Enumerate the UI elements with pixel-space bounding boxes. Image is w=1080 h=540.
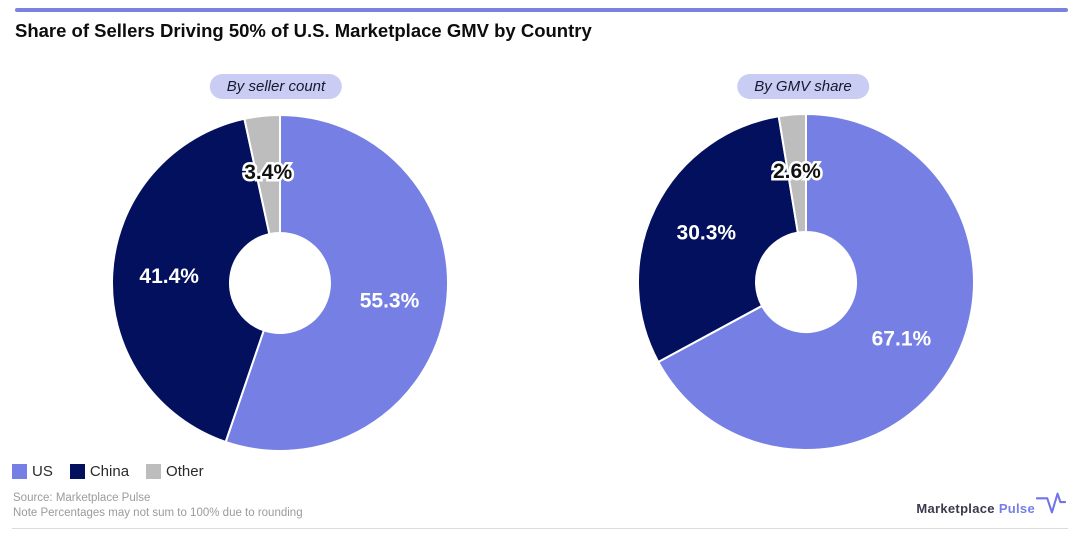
legend-item-us: US <box>12 463 53 480</box>
donut-chart-seller-count: 55.3% 41.4% 3.4% <box>111 114 449 452</box>
legend-label-us: US <box>32 463 53 480</box>
pie-label-other: 2.6% <box>773 160 821 183</box>
pie-slice-china <box>637 115 799 364</box>
pie-slice-other <box>243 114 281 236</box>
pie-slice-us <box>657 113 975 451</box>
pie-label-china: 30.3% <box>677 222 737 245</box>
legend-swatch-us <box>12 464 27 479</box>
pie-label-other: 3.4% <box>244 161 292 184</box>
pie-slice-us <box>224 114 449 452</box>
pie-slice-other <box>777 113 807 234</box>
badge-by-seller-count: By seller count <box>209 74 343 99</box>
legend-item-other: Other <box>146 463 204 480</box>
chart-legend: US China Other <box>12 463 204 480</box>
bottom-divider <box>12 528 1068 529</box>
pie-label-us: 67.1% <box>872 327 932 350</box>
chart-title: Share of Sellers Driving 50% of U.S. Mar… <box>15 20 592 41</box>
pulse-line-icon <box>1036 492 1066 513</box>
donut-chart-gmv-share: 67.1% 30.3% 2.6% <box>637 113 975 451</box>
legend-label-china: China <box>89 463 130 480</box>
source-note: Source: Marketplace Pulse <box>13 492 151 504</box>
logo-text-pulse: Pulse <box>998 501 1035 516</box>
top-accent-rule <box>15 8 1068 12</box>
badge-by-gmv-share: By GMV share <box>737 74 869 99</box>
legend-item-china: China <box>69 463 130 480</box>
legend-swatch-china <box>69 464 85 479</box>
chart-footnote: Source: Marketplace Pulse Note Percentag… <box>13 491 303 521</box>
pie-label-china: 41.4% <box>139 265 199 288</box>
pie-slice-china <box>111 117 271 443</box>
pie-label-us: 55.3% <box>360 290 420 313</box>
legend-label-other: Other <box>166 463 204 480</box>
logo-text-marketplace: Marketplace <box>916 501 995 516</box>
brand-logo: Marketplace Pulse <box>916 492 1066 516</box>
legend-swatch-other <box>146 464 162 479</box>
rounding-note: Note Percentages may not sum to 100% due… <box>13 507 303 519</box>
